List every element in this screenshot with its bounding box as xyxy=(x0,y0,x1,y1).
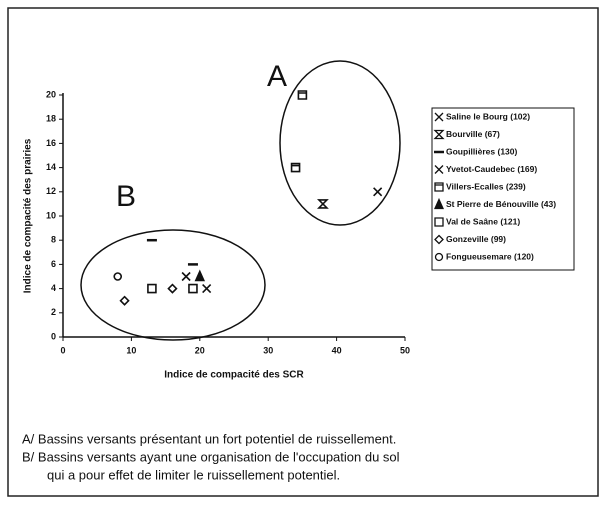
legend-marker xyxy=(434,234,444,245)
annotation: A xyxy=(267,60,287,93)
x-axis-label: Indice de compacité des SCR xyxy=(164,370,304,381)
y-tick-label: 0 xyxy=(51,331,56,341)
x-tick-label: 30 xyxy=(263,345,273,355)
point xyxy=(119,295,130,306)
point xyxy=(188,283,198,294)
y-tick-label: 14 xyxy=(46,162,56,172)
x-tick-label: 40 xyxy=(332,345,342,355)
y-tick-label: 18 xyxy=(46,114,56,124)
group-a-ellipse xyxy=(279,60,401,226)
legend-label: Gonzeville (99) xyxy=(446,234,506,244)
point xyxy=(297,90,308,100)
legend-marker xyxy=(433,197,445,210)
caption: qui a pour effet de limiter le ruisselle… xyxy=(47,467,340,482)
point xyxy=(373,187,383,197)
point xyxy=(194,269,206,282)
legend-marker xyxy=(434,217,444,227)
y-tick-label: 12 xyxy=(46,186,56,196)
legend-label: Val de Saâne (121) xyxy=(446,216,520,226)
point xyxy=(316,199,329,209)
y-tick-label: 20 xyxy=(46,89,56,99)
y-tick-label: 6 xyxy=(51,259,56,269)
legend-box xyxy=(431,107,575,271)
frame xyxy=(7,7,599,497)
legend-label: Bourville (67) xyxy=(446,129,500,139)
x-tick-label: 0 xyxy=(60,345,65,355)
y-tick-label: 10 xyxy=(46,210,56,220)
y-tick-label: 4 xyxy=(51,283,56,293)
legend-marker xyxy=(433,129,445,140)
point xyxy=(113,272,123,281)
point xyxy=(167,283,178,294)
point xyxy=(202,284,212,294)
x-tick-label: 50 xyxy=(400,345,410,355)
y-tick-label: 2 xyxy=(51,307,56,317)
legend-marker xyxy=(434,182,444,192)
y-axis-label: Indice de compacité des prairies xyxy=(23,138,34,293)
legend-label: Yvetot-Caudebec (169) xyxy=(446,164,537,174)
legend-marker xyxy=(434,252,444,262)
caption: A/ Bassins versants présentant un fort p… xyxy=(22,431,396,446)
legend-label: Goupillières (130) xyxy=(446,146,517,156)
legend-marker xyxy=(434,112,444,122)
legend-label: Villers-Ecalles (239) xyxy=(446,181,526,191)
legend-label: St Pierre de Bénouville (43) xyxy=(446,199,556,209)
x-tick-label: 20 xyxy=(195,345,205,355)
y-tick-label: 16 xyxy=(46,138,56,148)
point xyxy=(290,162,301,173)
point xyxy=(181,271,191,282)
annotation: B xyxy=(116,180,136,213)
y-tick-label: 8 xyxy=(51,235,56,245)
caption: B/ Bassins versants ayant une organisati… xyxy=(22,449,400,464)
legend-label: Fongueusemare (120) xyxy=(446,251,534,261)
group-b-ellipse xyxy=(80,229,266,341)
legend-label: Saline le Bourg (102) xyxy=(446,111,530,121)
legend-marker xyxy=(434,165,444,174)
point xyxy=(147,283,157,294)
x-tick-label: 10 xyxy=(126,345,136,355)
